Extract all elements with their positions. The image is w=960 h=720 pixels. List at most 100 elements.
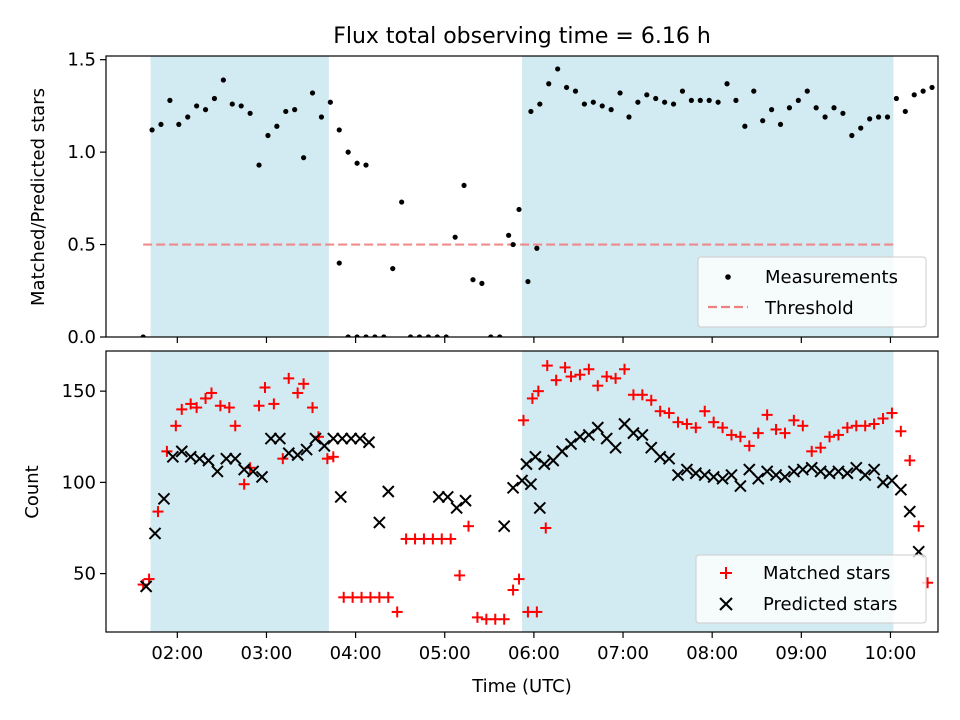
measurement-point [546,81,552,87]
measurement-point [911,92,917,98]
bottom-y-tick-label: 100 [62,472,96,493]
predicted-star-point [362,436,376,449]
measurement-point [345,334,351,337]
measurement-point [679,88,686,94]
matched-star-point [559,361,571,373]
matched-star-point [229,420,241,432]
matched-star-point [391,606,403,618]
measurement-point [516,206,522,213]
measurement-point [309,90,316,96]
x-tick-label: 07:00 [597,643,649,664]
predicted-star-point [591,421,604,434]
predicted-star-point [166,450,180,464]
measurement-point [769,107,775,113]
measurement-point [292,107,298,113]
top-panel: 0.0 0.5 1.0 1.5 Matched/Predicted stars Mea… [28,50,952,348]
predicted-star-point [858,468,872,482]
matched-star-point [779,427,791,439]
measurement-point [176,121,182,128]
top-y-ticks: 0.0 0.5 1.0 1.5 [67,50,106,348]
measurement-point [537,101,543,107]
matched-star-point [717,422,729,434]
matched-star-point [214,400,226,412]
measurement-point [149,127,155,133]
measurement-point [434,334,440,337]
predicted-star-point [382,485,395,498]
matched-star-point [471,611,483,623]
measurement-point [849,132,855,139]
predicted-star-point [515,474,529,487]
top-y-tick-label: 0.0 [67,327,96,348]
predicted-star-point [734,479,747,493]
matched-star-point [663,407,675,419]
measurement-point [211,95,218,102]
measurement-point [354,160,360,166]
measurement-point [274,123,280,129]
matched-star-point [797,420,809,432]
top-legend-box [697,256,927,328]
predicted-star-point [636,428,649,442]
predicted-star-point [246,465,260,478]
measurement-point [831,105,837,111]
measurement-point [470,277,476,283]
matched-star-point [654,405,666,417]
predicted-star-point [255,470,269,484]
matched-star-point [877,413,889,425]
x-tick-label: 08:00 [686,643,738,664]
top-y-tick-label: 0.5 [67,235,96,256]
matched-star-point [253,400,265,412]
matched-star-point [238,478,250,490]
measurement-point [247,110,253,116]
predicted-star-point [309,432,322,445]
matched-star-point [815,442,827,454]
measurement-point [407,334,414,337]
matched-star-point [734,431,746,443]
predicted-star-point [273,432,287,445]
measurement-point [140,334,146,337]
measurement-point [947,89,952,94]
matched-star-point [176,403,188,415]
measurement-point [902,108,908,115]
matched-star-point [463,520,475,532]
measurement-point [534,245,540,251]
matched-star-point [532,385,544,397]
measurement-point [795,97,801,103]
matched-star-point [205,387,217,399]
x-tick-label: 03:00 [241,643,293,664]
matched-star-point [725,429,737,441]
matched-star-point [531,606,543,618]
measurement-point [506,232,512,238]
measurement-point [697,97,703,103]
measurement-point [920,88,926,94]
matched-star-point [636,389,648,401]
matched-star-point [541,360,553,372]
measurement-point [599,103,605,109]
measurement-point [688,97,694,103]
predicted-star-point [524,477,538,491]
count-points [137,360,934,625]
predicted-star-point [318,439,331,453]
matched-star-point [517,414,529,426]
x-tick-label: 09:00 [775,643,827,664]
measurement-point [238,103,244,109]
matched-star-point [454,569,466,581]
predicted-star-point [459,494,472,507]
bottom-y-tick-label: 50 [73,564,96,585]
measurement-point [194,103,200,109]
bottom-legend-box [695,554,927,624]
matched-star-point [170,420,182,432]
measurement-point [760,118,766,124]
measurement-point [590,99,596,105]
measurement-point [733,97,739,103]
predicted-star-point [533,501,547,515]
predicted-star-point [805,461,818,474]
measurement-point [742,123,748,129]
measurement-point [724,81,730,87]
matched-star-point [752,427,764,439]
measurement-point [510,241,516,248]
measurement-point [653,95,659,102]
measurement-point [858,125,864,131]
matched-star-point [526,392,538,404]
measurement-point [497,334,503,337]
matched-star-point [913,520,925,532]
